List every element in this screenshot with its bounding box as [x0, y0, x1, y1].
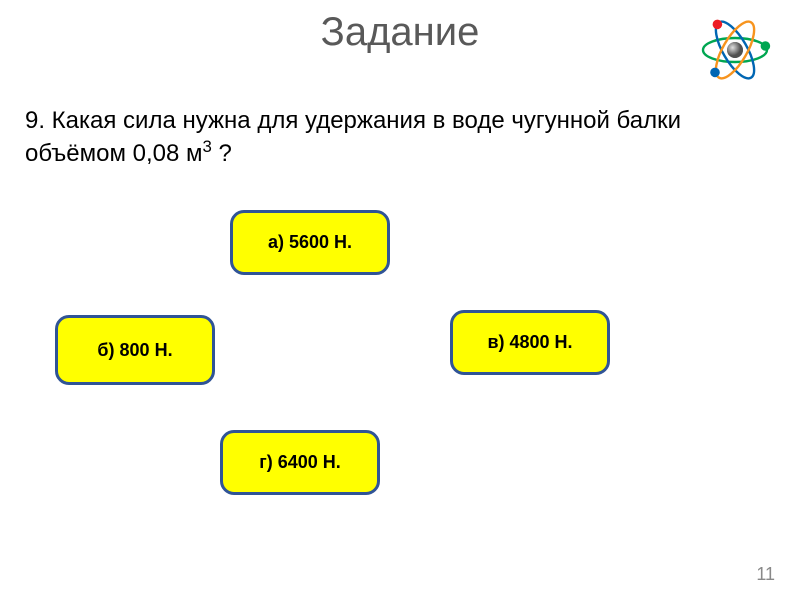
- option-a-label: а) 5600 Н.: [268, 232, 352, 253]
- atom-icon: [695, 10, 775, 90]
- question-suffix: ?: [212, 140, 232, 167]
- option-a[interactable]: а) 5600 Н.: [230, 210, 390, 275]
- option-d[interactable]: г) 6400 Н.: [220, 430, 380, 495]
- option-c-label: в) 4800 Н.: [487, 332, 572, 353]
- option-b[interactable]: б) 800 Н.: [55, 315, 215, 385]
- page-title: Задание: [321, 10, 480, 55]
- page-number: 11: [756, 564, 775, 585]
- option-d-label: г) 6400 Н.: [259, 452, 341, 473]
- question-prefix: 9. Какая сила нужна для удержания в воде…: [25, 107, 681, 167]
- question-text: 9. Какая сила нужна для удержания в воде…: [25, 105, 775, 169]
- option-b-label: б) 800 Н.: [97, 340, 172, 361]
- option-c[interactable]: в) 4800 Н.: [450, 310, 610, 375]
- question-superscript: 3: [203, 137, 212, 156]
